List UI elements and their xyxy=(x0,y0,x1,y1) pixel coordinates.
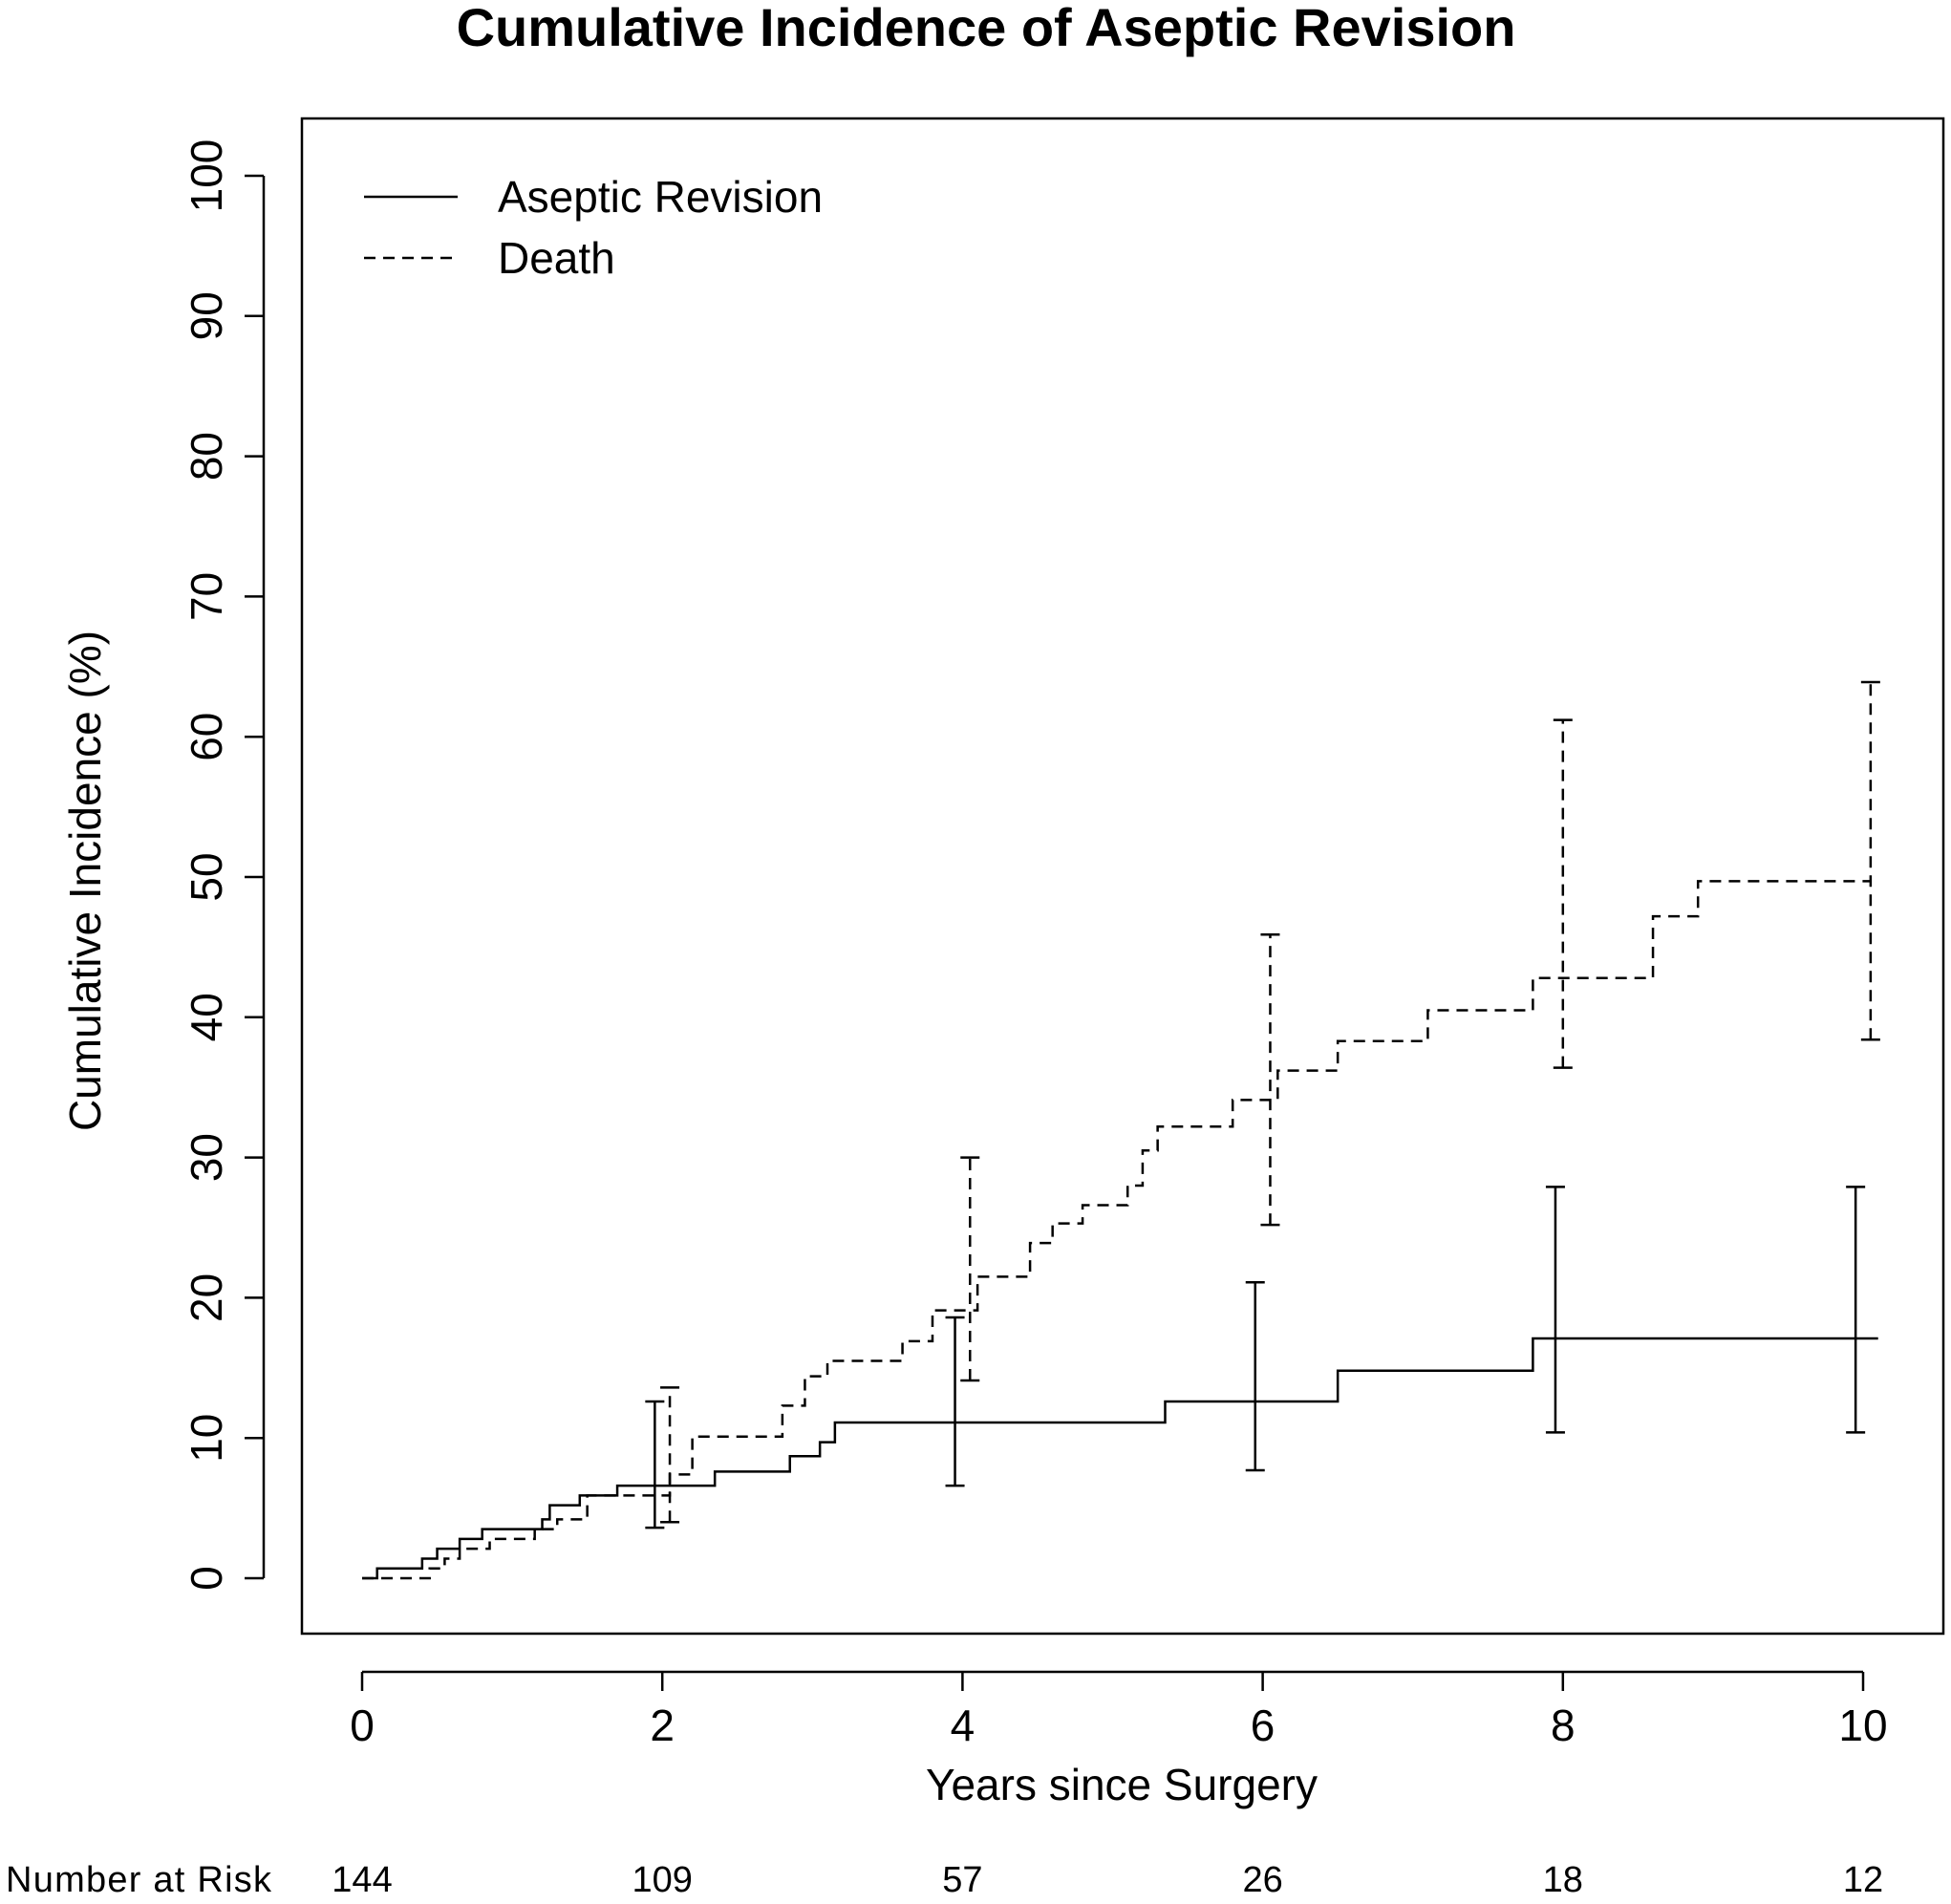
number-at-risk-value: 144 xyxy=(332,1860,392,1899)
number-at-risk-label: Number at Risk xyxy=(6,1860,272,1899)
number-at-risk-value: 57 xyxy=(942,1860,982,1899)
x-tick-label: 8 xyxy=(1551,1701,1576,1750)
error-bar-aseptic-revision xyxy=(1545,1186,1565,1434)
x-tick-label: 6 xyxy=(1251,1701,1276,1750)
number-at-risk-value: 18 xyxy=(1543,1860,1583,1899)
error-bar-death xyxy=(960,1156,980,1382)
x-tick-label: 2 xyxy=(650,1701,675,1750)
y-tick-label: 10 xyxy=(182,1414,231,1463)
legend-label-death: Death xyxy=(498,233,615,283)
series-line-aseptic-revision xyxy=(362,1337,1878,1580)
error-bar-aseptic-revision xyxy=(1846,1186,1866,1434)
y-tick-label: 0 xyxy=(182,1566,231,1591)
series-line-death xyxy=(362,880,1871,1580)
error-bar-death xyxy=(1260,932,1280,1227)
y-tick-label: 50 xyxy=(182,852,231,901)
legend: Aseptic Revision Death xyxy=(364,172,823,283)
y-tick-label: 100 xyxy=(182,139,231,213)
y-tick-label: 30 xyxy=(182,1133,231,1182)
x-axis: 0 2 4 6 8 10 xyxy=(350,1670,1888,1750)
error-bar-aseptic-revision xyxy=(945,1316,965,1487)
y-tick-label: 60 xyxy=(182,713,231,761)
error-bar-death xyxy=(660,1386,680,1524)
number-at-risk-value: 109 xyxy=(632,1860,692,1899)
y-tick-label: 70 xyxy=(182,572,231,621)
y-axis: 0 10 20 30 40 50 60 70 80 90 100 xyxy=(182,139,266,1591)
y-tick-label: 40 xyxy=(182,993,231,1041)
x-tick-label: 4 xyxy=(951,1701,976,1750)
legend-label-aseptic-revision: Aseptic Revision xyxy=(498,172,823,222)
x-tick-label: 10 xyxy=(1838,1701,1887,1750)
y-tick-label: 20 xyxy=(182,1273,231,1322)
x-tick-label: 0 xyxy=(350,1701,375,1750)
number-at-risk-row: 144 109 57 26 18 12 xyxy=(332,1860,1883,1900)
plot-frame xyxy=(300,117,1945,1636)
x-axis-label: Years since Surgery xyxy=(926,1760,1318,1809)
error-bar-death xyxy=(1553,718,1573,1069)
error-bar-aseptic-revision xyxy=(645,1400,665,1530)
y-axis-label: Cumulative Incidence (%) xyxy=(60,631,110,1131)
number-at-risk-value: 26 xyxy=(1242,1860,1282,1899)
y-tick-label: 80 xyxy=(182,432,231,481)
y-tick-label: 90 xyxy=(182,291,231,340)
error-bar-aseptic-revision xyxy=(1245,1281,1265,1472)
number-at-risk-value: 12 xyxy=(1843,1860,1883,1899)
series-layer xyxy=(362,680,1880,1580)
error-bar-death xyxy=(1860,680,1880,1041)
chart-title: Cumulative Incidence of Aseptic Revision xyxy=(457,0,1516,57)
